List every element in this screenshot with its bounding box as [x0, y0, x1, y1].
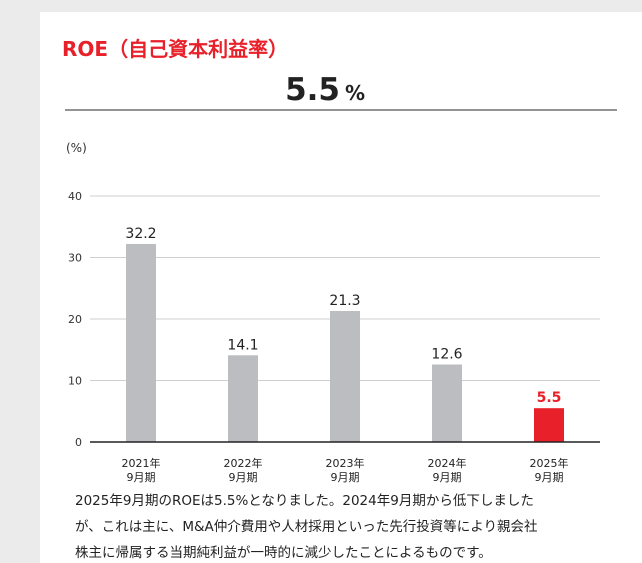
bar — [126, 243, 156, 442]
x-tick-label: 9月期 — [229, 471, 258, 484]
bar — [228, 355, 258, 442]
x-tick-label: 9月期 — [535, 471, 564, 484]
value-label: 12.6 — [431, 347, 462, 363]
x-tick-label: 9月期 — [127, 471, 156, 484]
y-tick-label: 20 — [68, 313, 82, 326]
headline-unit: % — [345, 81, 365, 105]
x-tick-label: 2021年 — [122, 456, 161, 470]
x-tick-label: 2025年 — [530, 456, 569, 470]
x-tick-label: 2022年 — [224, 456, 263, 470]
x-tick-label: 9月期 — [331, 471, 360, 484]
value-label: 14.1 — [227, 337, 258, 353]
title: ROE（自己資本利益率） — [62, 37, 288, 61]
x-tick-label: 2024年 — [428, 456, 467, 470]
note-line: 2025年9月期のROEは5.5%となりました。2024年9月期から低下しました — [75, 493, 534, 509]
x-tick-label: 2023年 — [326, 456, 365, 470]
y-tick-label: 30 — [68, 252, 82, 265]
bar — [432, 364, 462, 442]
y-tick-label: 40 — [68, 190, 82, 203]
x-tick-label: 9月期 — [433, 471, 462, 484]
headline-value: 5.5 — [285, 72, 340, 108]
bar — [330, 311, 360, 442]
note-line: が、これは主に、M&A仲介費用や人材採用といった先行投資等により親会社 — [75, 518, 537, 535]
value-label: 21.3 — [329, 293, 360, 309]
bar — [534, 408, 564, 442]
note-line: 株主に帰属する当期純利益が一時的に減少したことによるものです。 — [75, 544, 492, 561]
y-tick-label: 0 — [75, 436, 82, 449]
value-label: 5.5 — [537, 390, 562, 406]
y-axis-label: (%) — [66, 141, 87, 155]
value-label: 32.2 — [125, 226, 156, 242]
y-tick-label: 10 — [68, 375, 82, 388]
